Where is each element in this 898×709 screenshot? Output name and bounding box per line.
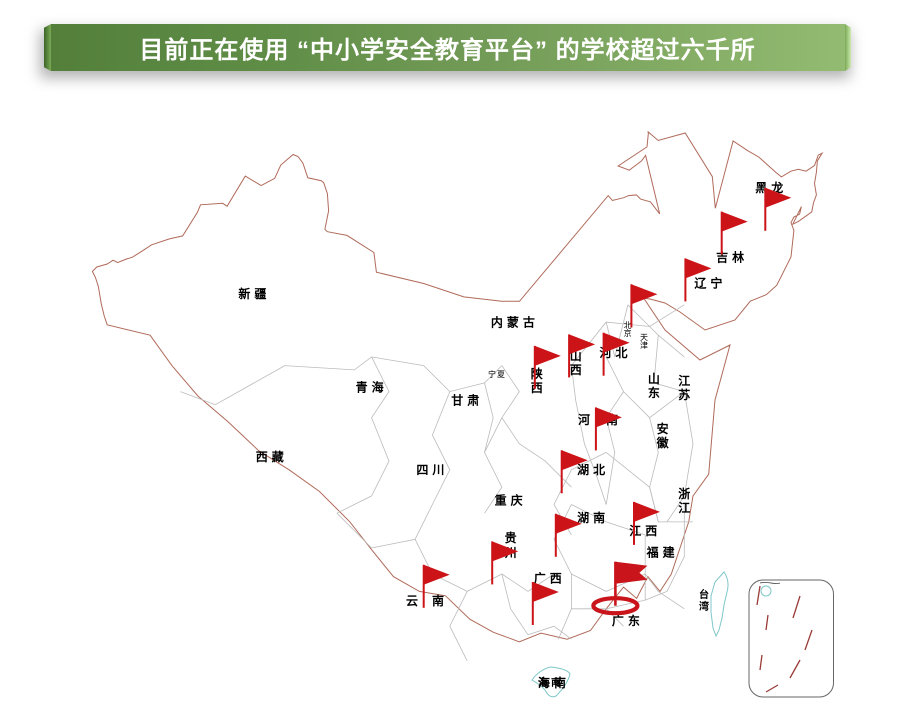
svg-text:福建: 福建: [646, 545, 679, 560]
svg-text:山东: 山东: [648, 371, 660, 400]
svg-text:西藏: 西藏: [256, 449, 288, 464]
svg-text:宁夏: 宁夏: [488, 369, 506, 379]
svg-text:四川: 四川: [416, 463, 448, 477]
svg-text:重庆: 重庆: [495, 493, 527, 508]
svg-text:广西: 广西: [534, 571, 566, 586]
svg-text:青海: 青海: [356, 380, 388, 395]
svg-text:北京: 北京: [624, 321, 632, 338]
svg-text:陕西: 陕西: [531, 366, 543, 395]
svg-text:内蒙古: 内蒙古: [491, 315, 539, 330]
svg-text:湖北: 湖北: [577, 462, 609, 477]
svg-text:天津: 天津: [640, 333, 648, 350]
svg-text:甘肃: 甘肃: [451, 393, 483, 408]
svg-text:新疆: 新疆: [238, 286, 270, 301]
svg-text:湖南: 湖南: [577, 510, 609, 525]
svg-text:浙江: 浙江: [678, 486, 690, 515]
svg-text:安徽: 安徽: [656, 421, 670, 450]
svg-text:云南: 云南: [406, 593, 444, 608]
svg-text:辽宁: 辽宁: [694, 275, 726, 290]
svg-text:台湾: 台湾: [699, 588, 709, 613]
svg-text:江苏: 江苏: [678, 373, 690, 402]
svg-text:海南: 海南: [538, 675, 570, 690]
